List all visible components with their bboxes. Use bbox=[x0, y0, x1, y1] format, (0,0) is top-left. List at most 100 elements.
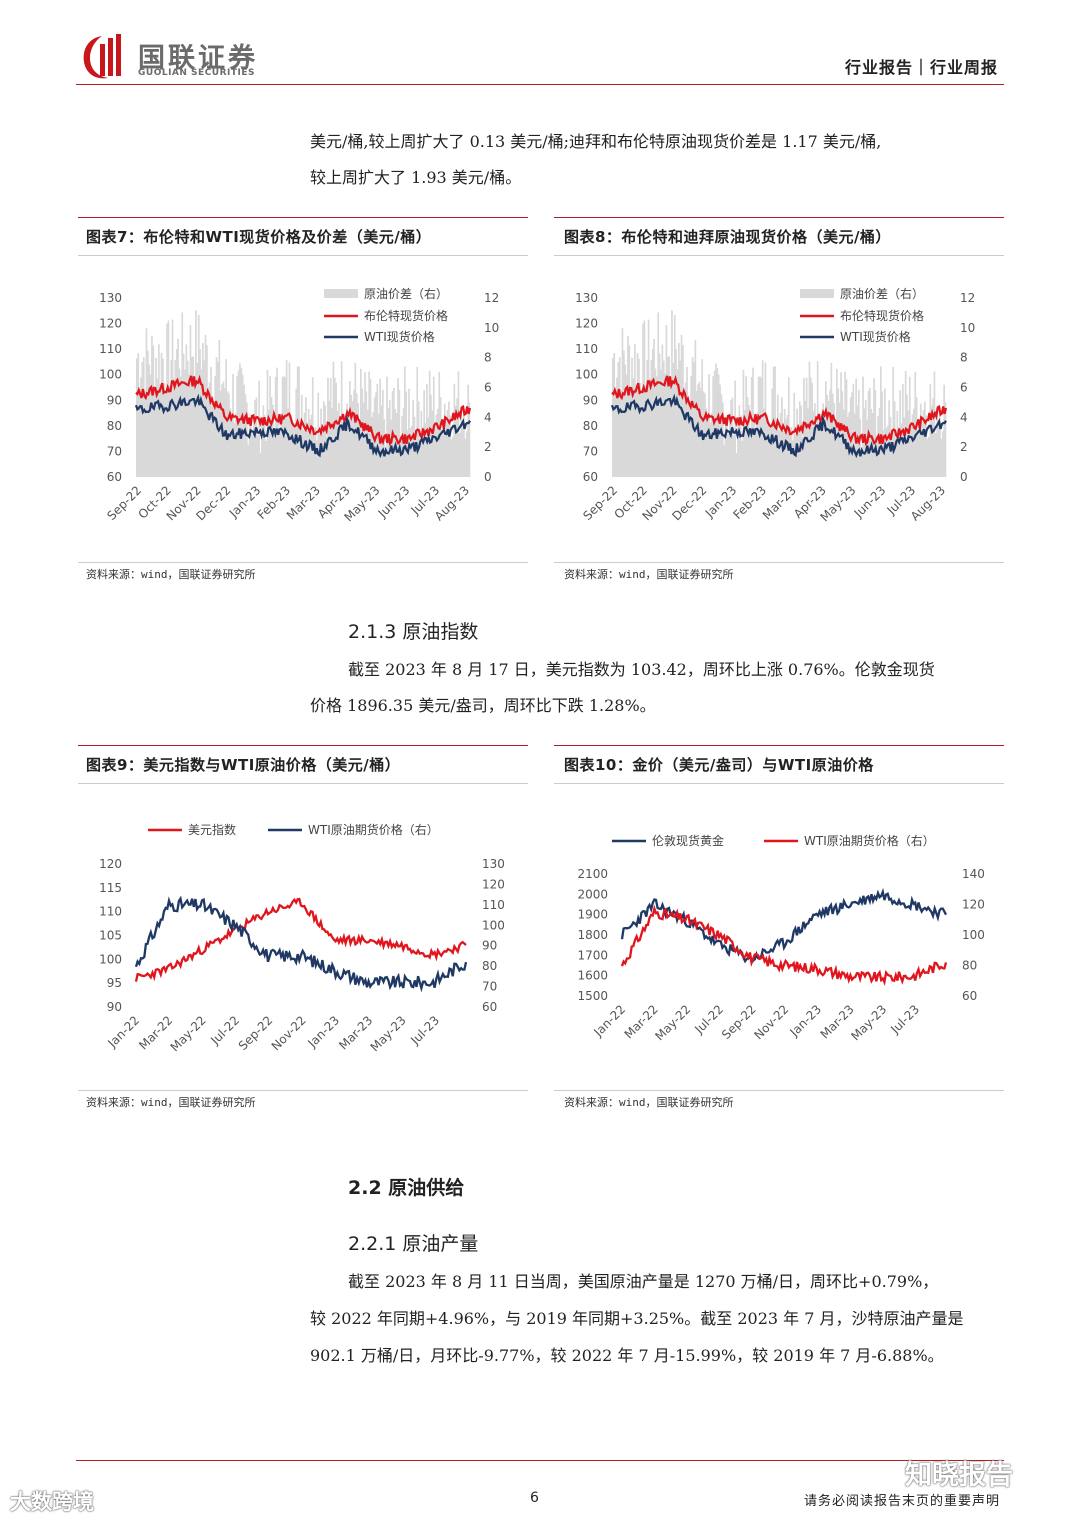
fig8-spread-bar bbox=[928, 436, 930, 477]
fig7-spread-bar bbox=[298, 366, 300, 477]
fig7-spread-bar bbox=[213, 402, 215, 477]
fig7-spread-bar bbox=[450, 439, 453, 477]
fig7-spread-bar bbox=[456, 398, 458, 477]
fig9-title-rule bbox=[78, 783, 528, 784]
fig8-spread-bar bbox=[629, 390, 632, 477]
fig7-spread-bar bbox=[233, 422, 236, 477]
fig8-spread-bar bbox=[753, 415, 756, 477]
fig10-title: 图表10：金价（美元/盎司）与WTI原油价格 bbox=[564, 756, 874, 774]
fig8-title-rule bbox=[554, 255, 1004, 256]
fig8-spread-bar bbox=[658, 353, 661, 477]
fig8-spread-bar bbox=[759, 376, 761, 477]
fig8-wti-line bbox=[610, 393, 947, 459]
fig10-left-tick: 1700 bbox=[577, 948, 608, 962]
fig7-spread-bar bbox=[343, 423, 346, 477]
fig8-spread-bar bbox=[936, 409, 939, 477]
fig7-spread-bar bbox=[461, 423, 464, 477]
fig9-right-tick: 130 bbox=[482, 857, 505, 871]
fig8-left-tick: 100 bbox=[575, 368, 598, 382]
fig7-spread-bar bbox=[273, 430, 276, 477]
fig7-spread-bar bbox=[448, 401, 450, 477]
fig8-spread-bar bbox=[748, 404, 750, 477]
fig7-spread-bar bbox=[412, 400, 414, 477]
fig7-right-tick: 0 bbox=[484, 470, 492, 484]
fig7-spread-bar bbox=[235, 413, 237, 477]
fig8-spread-bar bbox=[935, 433, 937, 477]
fig7-spread-bar bbox=[295, 388, 298, 477]
fig7-spread-bar bbox=[170, 360, 173, 477]
fig8-spread-bar bbox=[937, 423, 940, 477]
fig7-spread-bar bbox=[305, 397, 307, 477]
fig7-spread-bar bbox=[384, 446, 387, 477]
fig7-spread-bar bbox=[335, 382, 337, 477]
fig10-bottom-rule bbox=[554, 1090, 1004, 1091]
fig10-left-tick: 2000 bbox=[577, 887, 608, 901]
fig7-spread-bar bbox=[142, 357, 145, 477]
fig9-left-tick: 110 bbox=[99, 905, 122, 919]
fig7-spread-bar bbox=[152, 345, 155, 477]
fig7-spread-bar bbox=[196, 363, 199, 477]
section-213-line2: 价格 1896.35 美元/盎司，周环比下跌 1.28%。 bbox=[310, 696, 656, 715]
fig7-spread-bar bbox=[252, 421, 255, 477]
fig7-spread-bar bbox=[355, 393, 358, 477]
fig7-spread-bar bbox=[419, 438, 421, 477]
section-221-line2: 较 2022 年同期+4.96%，与 2019 年同期+3.25%。截至 202… bbox=[310, 1309, 964, 1328]
fig7-spread-bar bbox=[265, 441, 267, 477]
fig8-spread-bar bbox=[760, 377, 763, 477]
fig8-spread-bar bbox=[873, 378, 875, 477]
fig7-spread-bar bbox=[383, 419, 386, 477]
fig7-spread-bar bbox=[465, 431, 468, 477]
fig8-spread-bar bbox=[723, 444, 725, 477]
page-number: 6 bbox=[530, 1490, 539, 1506]
fig8-spread-bar bbox=[667, 357, 669, 477]
fig7-spread-bar bbox=[272, 404, 274, 477]
fig7-spread-bar bbox=[428, 370, 431, 477]
fig7-spread-bar bbox=[468, 402, 471, 477]
fig9-left-tick: 105 bbox=[99, 929, 122, 943]
fig8-right-tick: 2 bbox=[960, 440, 968, 454]
fig9-bottom-rule bbox=[78, 1090, 528, 1091]
fig8-spread-bar bbox=[775, 421, 778, 477]
fig9-source: 资料来源：wind，国联证券研究所 bbox=[86, 1096, 256, 1109]
fig7-spread-bar bbox=[229, 408, 232, 477]
fig7-spread-bar bbox=[195, 310, 197, 477]
fig7-spread-bar bbox=[169, 385, 171, 477]
fig7-spread-bar bbox=[140, 377, 142, 477]
fig10-right-tick: 120 bbox=[962, 898, 985, 912]
fig7-spread-bar bbox=[306, 430, 309, 477]
fig8-spread-bar bbox=[656, 376, 658, 477]
fig8-spread-bar bbox=[910, 427, 912, 477]
fig8-spread-bar bbox=[904, 370, 907, 477]
fig7-spread-bar bbox=[215, 357, 218, 477]
fig7-spread-bar bbox=[322, 401, 325, 477]
fig7-spread-bar bbox=[155, 357, 157, 477]
fig9-right-tick: 120 bbox=[482, 877, 505, 891]
fig10-right-tick: 140 bbox=[962, 867, 985, 881]
header-divider bbox=[76, 84, 1004, 85]
fig10-left-tick: 1600 bbox=[577, 969, 608, 983]
fig7-spread-bar bbox=[336, 410, 339, 477]
fig7-spread-bar bbox=[401, 416, 403, 477]
fig10-source: 资料来源：wind，国联证券研究所 bbox=[564, 1096, 734, 1109]
fig7-spread-bar bbox=[166, 323, 168, 477]
fig7-spread-bar bbox=[294, 428, 296, 477]
fig7-spread-bar bbox=[138, 387, 141, 477]
fig7-right-tick: 8 bbox=[484, 351, 492, 365]
fig7-spread-bar bbox=[261, 424, 263, 477]
fig8-spread-bar bbox=[860, 446, 863, 477]
fig7-spread-bar bbox=[449, 415, 452, 477]
fig8-spread-bar bbox=[906, 394, 908, 477]
fig7-spread-bar bbox=[137, 353, 140, 477]
fig8-spread-bar bbox=[628, 345, 631, 477]
fig10-series2-line bbox=[620, 904, 948, 986]
fig10-series1-line bbox=[620, 887, 948, 966]
fig7-spread-bar bbox=[156, 378, 159, 477]
fig8-spread-bar bbox=[911, 414, 914, 477]
fig7-spread-bar bbox=[300, 394, 303, 477]
fig7-spread-bar bbox=[145, 328, 148, 477]
fig7-spread-bar bbox=[387, 408, 390, 477]
fig7-spread-bar bbox=[163, 382, 166, 477]
fig7-spread-bar bbox=[208, 382, 211, 477]
fig9-right-tick: 110 bbox=[482, 898, 505, 912]
fig8-spread-bar bbox=[792, 440, 794, 477]
